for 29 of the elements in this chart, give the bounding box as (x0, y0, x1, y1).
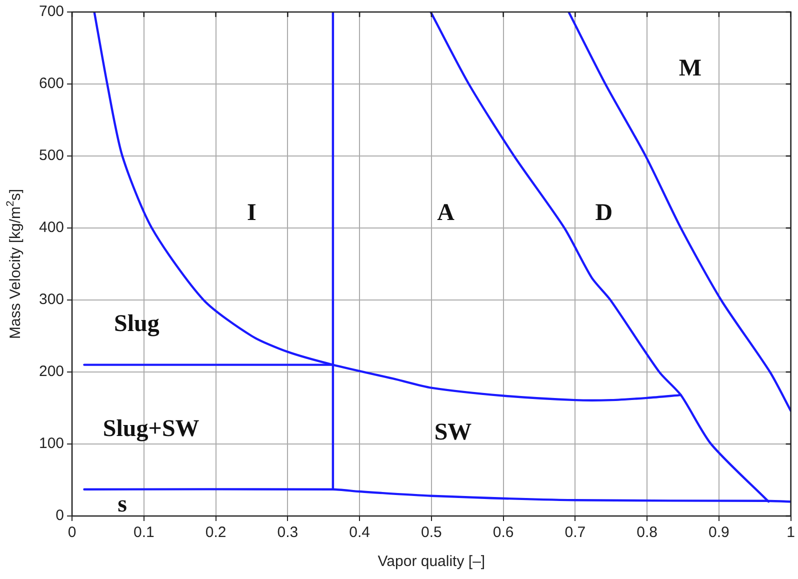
y-tick-label: 0 (56, 507, 64, 524)
y-tick-label: 600 (38, 75, 64, 92)
x-tick-label: 0.2 (205, 524, 226, 542)
y-tick-label: 500 (38, 147, 64, 164)
x-axis-title: Vapor quality [–] (378, 553, 486, 570)
y-tick-label: 700 (38, 3, 64, 20)
annotation: Slug (114, 311, 160, 338)
x-tick-label: 0 (68, 524, 76, 542)
x-tick-label: 0.8 (636, 524, 658, 542)
x-tick-label: 0.7 (564, 524, 586, 542)
annotation: s (118, 492, 128, 518)
y-tick-label: 300 (38, 291, 64, 308)
y-tick-label: 200 (38, 363, 64, 380)
x-tick-label: 0.4 (349, 524, 370, 542)
x-tick-label: 0.3 (277, 524, 298, 542)
annotation: I (247, 200, 256, 226)
annotation: Slug+SW (102, 416, 200, 442)
y-tick-label: 400 (38, 219, 64, 236)
annotation: D (595, 200, 613, 226)
annotation: A (437, 200, 456, 226)
annotation: M (678, 56, 702, 82)
x-tick-label: 0.1 (133, 524, 154, 542)
y-tick-label: 100 (38, 435, 64, 452)
x-tick-label: 0.5 (421, 524, 442, 542)
annotation: SW (434, 420, 472, 446)
y-axis-title: Mass Velocity [kg/m2s] (4, 188, 24, 340)
x-tick-label: 0.9 (708, 524, 730, 542)
x-tick-label: 0.6 (492, 524, 514, 542)
x-tick-label: 1 (786, 524, 795, 542)
